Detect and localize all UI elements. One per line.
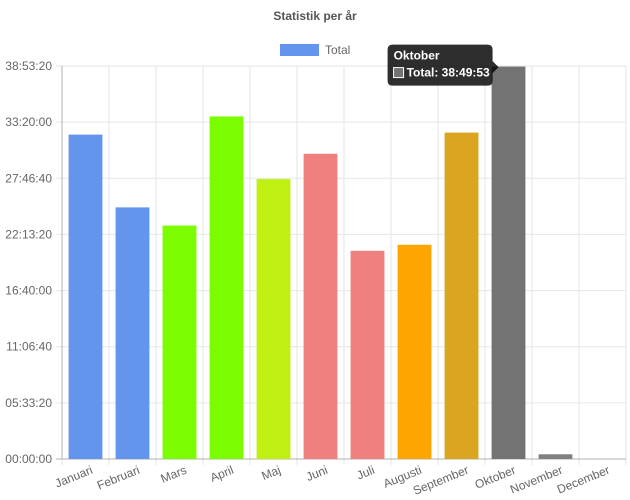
bar[interactable]	[115, 207, 150, 459]
x-tick-label: Mars	[159, 463, 189, 486]
bar[interactable]	[303, 153, 338, 459]
y-tick-label: 38:53:20	[5, 59, 52, 73]
bars	[68, 66, 573, 459]
chart-title: Statistik per år	[273, 9, 357, 23]
bar[interactable]	[350, 250, 385, 459]
tooltip-title: Oktober	[394, 49, 440, 63]
x-tick-label: December	[555, 463, 612, 497]
x-tick-label: Februari	[95, 463, 142, 493]
x-tick-label: April	[208, 463, 236, 485]
legend-label: Total	[325, 43, 350, 57]
y-tick-label: 27:46:40	[5, 171, 52, 185]
bar[interactable]	[491, 66, 526, 459]
y-tick-label: 11:06:40	[6, 340, 52, 354]
y-tick-label: 16:40:00	[5, 284, 52, 298]
bar[interactable]	[397, 244, 432, 459]
legend[interactable]: Total	[280, 43, 350, 57]
y-tick-label: 05:33:20	[5, 396, 52, 410]
x-tick-label: Juli	[355, 463, 377, 483]
tooltip-box	[387, 44, 499, 86]
x-tick-label: Juni	[304, 463, 330, 484]
bar[interactable]	[162, 225, 197, 459]
grid-lines	[56, 65, 627, 465]
y-tick-label: 22:13:20	[5, 227, 52, 241]
x-axis-ticks: Januari Februari Mars April Maj Juni Juli Augus…	[53, 463, 612, 498]
bar[interactable]	[444, 132, 479, 459]
bar[interactable]	[209, 116, 244, 459]
y-tick-label: 00:00:00	[5, 452, 52, 466]
x-tick-label: November	[508, 463, 565, 497]
x-tick-label: Januari	[53, 463, 95, 491]
bar[interactable]	[68, 134, 103, 459]
y-axis-ticks: 00:00:00 05:33:20 11:06:40 16:40:00 22:13:20…	[5, 59, 52, 466]
tooltip-label: Total: 38:49:53	[407, 66, 490, 80]
x-tick-label: Maj	[259, 463, 282, 483]
bar[interactable]	[538, 454, 573, 459]
legend-swatch	[280, 44, 319, 56]
tooltip-swatch	[393, 67, 405, 79]
y-tick-label: 33:20:00	[5, 115, 52, 129]
bar[interactable]	[256, 179, 291, 459]
tooltip: Oktober Total: 38:49:53	[387, 44, 499, 86]
